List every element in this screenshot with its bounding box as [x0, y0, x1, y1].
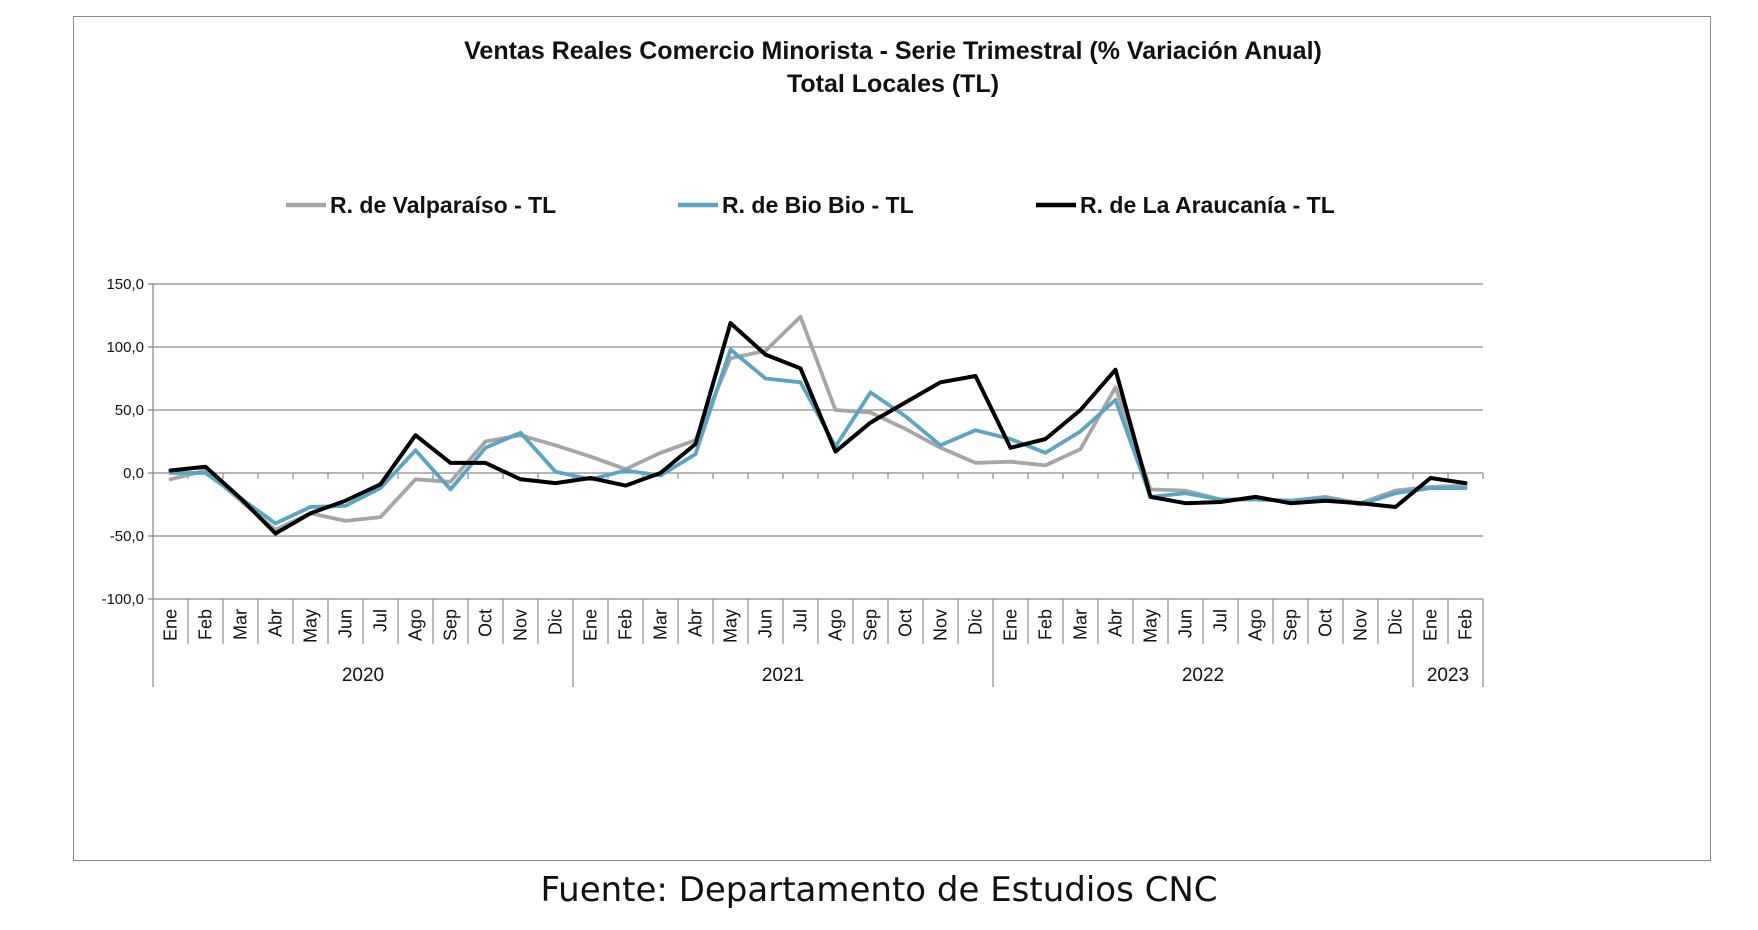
chart-title: Ventas Reales Comercio Minorista - Serie…	[464, 37, 1322, 65]
x-tick-label: Ene	[161, 609, 181, 641]
x-tick-label: Ago	[826, 609, 846, 641]
x-tick-label: Sep	[861, 609, 881, 641]
legend: R. de Valparaíso - TL R. de Bio Bio - TL…	[286, 192, 1335, 218]
x-tick-label: May	[301, 609, 321, 643]
year-label: 2023	[1427, 665, 1469, 686]
x-tick-label: Abr	[1106, 609, 1126, 637]
x-tick-label: Nov	[931, 609, 951, 641]
x-tick-label: Nov	[1351, 609, 1371, 641]
x-tick-label: Dic	[1386, 609, 1406, 635]
series-line-biobio	[168, 347, 1468, 526]
y-tick-label: 0,0	[123, 465, 144, 482]
x-tick-label: Jun	[1176, 609, 1196, 638]
legend-item-araucania: R. de La Araucanía - TL	[1036, 192, 1335, 218]
x-tick-label: Ene	[1421, 609, 1441, 641]
y-tick-label: -50,0	[110, 528, 144, 545]
x-tick-label: Mar	[1071, 609, 1091, 640]
x-tick-label: Nov	[511, 609, 531, 641]
x-tick-label: Oct	[896, 609, 916, 637]
x-tick-label: Ene	[1001, 609, 1021, 641]
x-tick-label: Mar	[231, 609, 251, 640]
x-tick-label: Jul	[791, 609, 811, 632]
x-tick-label: Ago	[1246, 609, 1266, 641]
x-tick-label: Sep	[1281, 609, 1301, 641]
x-tick-label: Abr	[266, 609, 286, 637]
x-tick-label: May	[721, 609, 741, 643]
x-tick-label: Ene	[581, 609, 601, 641]
chart-subtitle: Total Locales (TL)	[787, 70, 999, 98]
x-tick-label: Feb	[1456, 609, 1476, 640]
x-tick-label: Jul	[371, 609, 391, 632]
x-tick-label: Oct	[476, 609, 496, 637]
x-tick-label: Mar	[651, 609, 671, 640]
y-tick-label: 50,0	[115, 402, 144, 419]
gridlines	[153, 283, 1483, 600]
line-chart: Ventas Reales Comercio Minorista - Serie…	[101, 37, 1484, 687]
series-lines	[168, 314, 1468, 536]
legend-item-biobio: R. de Bio Bio - TL	[678, 192, 914, 218]
legend-label-biobio: R. de Bio Bio - TL	[722, 192, 914, 218]
x-tick-label: Jul	[1211, 609, 1231, 632]
x-tick-label: Ago	[406, 609, 426, 641]
x-tick-label: Dic	[966, 609, 986, 635]
x-tick-label: Abr	[686, 609, 706, 637]
year-label: 2020	[342, 665, 384, 686]
x-tick-label: Feb	[616, 609, 636, 640]
source-note: Fuente: Departamento de Estudios CNC	[540, 870, 1218, 910]
x-tick-label: Sep	[441, 609, 461, 641]
legend-label-araucania: R. de La Araucanía - TL	[1080, 192, 1335, 218]
x-tick-label: Jun	[756, 609, 776, 638]
legend-item-valparaiso: R. de Valparaíso - TL	[286, 192, 556, 218]
x-tick-label: Oct	[1316, 609, 1336, 637]
x-tick-label: Feb	[196, 609, 216, 640]
y-tick-label: 150,0	[106, 276, 144, 293]
legend-label-valparaiso: R. de Valparaíso - TL	[330, 192, 556, 218]
x-tick-label: Jun	[336, 609, 356, 638]
chart-frame: Ventas Reales Comercio Minorista - Serie…	[73, 16, 1711, 861]
x-tick-label: May	[1141, 609, 1161, 643]
x-tick-label: Dic	[546, 609, 566, 635]
year-label: 2022	[1182, 665, 1224, 686]
y-axis: 150,0 100,0 50,0 0,0 -50,0 -100,0	[101, 276, 154, 608]
year-label: 2021	[762, 665, 804, 686]
x-axis: Ene Feb Mar Abr May Jun Jul Ago Sep Oct Nov Dic Ene F…	[152, 473, 1484, 687]
x-tick-label: Feb	[1036, 609, 1056, 640]
series-line-araucania	[168, 321, 1468, 536]
y-tick-label: -100,0	[101, 591, 144, 608]
y-tick-label: 100,0	[106, 339, 144, 356]
